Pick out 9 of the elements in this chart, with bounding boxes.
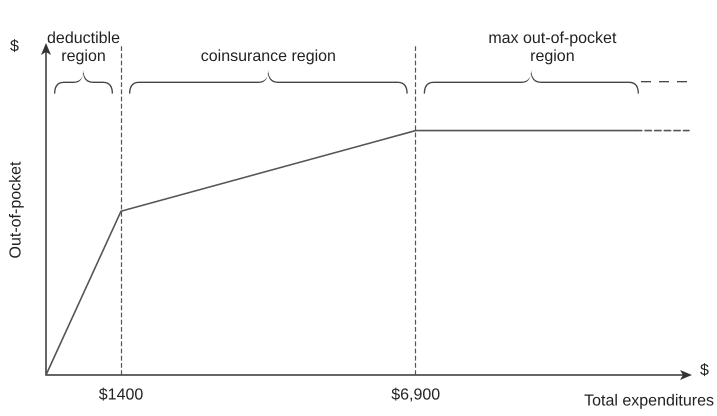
- text: coinsurance region: [200, 48, 337, 66]
- x-tick-label: $1400: [98, 386, 144, 404]
- text: max out-of-pocket region: [487, 30, 618, 66]
- y-axis-title: Out-of-pocket: [8, 160, 24, 258]
- text: $: [700, 362, 709, 380]
- text: deductible region: [46, 30, 121, 66]
- x-axis-title: Total expenditures: [584, 392, 714, 410]
- text: $: [10, 38, 19, 56]
- x-tick-label: $6,900: [391, 386, 440, 404]
